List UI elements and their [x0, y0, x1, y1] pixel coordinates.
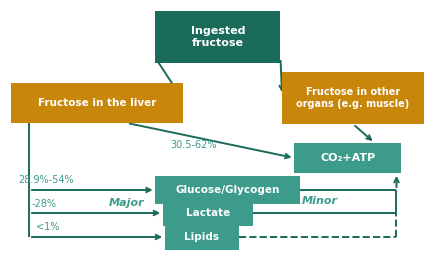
Text: Fructose in other
organs (e.g. muscle): Fructose in other organs (e.g. muscle) — [296, 87, 409, 109]
Text: 30.5-62%: 30.5-62% — [170, 140, 216, 150]
Text: Lipids: Lipids — [184, 232, 219, 242]
Text: Lactate: Lactate — [185, 208, 230, 218]
Text: Minor: Minor — [301, 196, 337, 206]
FancyBboxPatch shape — [11, 83, 183, 123]
FancyBboxPatch shape — [164, 225, 238, 250]
Text: Glucose/Glycogen: Glucose/Glycogen — [175, 185, 279, 195]
FancyBboxPatch shape — [155, 11, 280, 63]
Text: <1%: <1% — [36, 222, 59, 232]
Text: Major: Major — [108, 198, 144, 208]
Text: CO₂+ATP: CO₂+ATP — [319, 153, 375, 163]
FancyBboxPatch shape — [294, 143, 401, 173]
Text: Fructose in the liver: Fructose in the liver — [38, 98, 156, 108]
Text: -28%: -28% — [32, 199, 57, 209]
Text: 28.9%-54%: 28.9%-54% — [18, 175, 73, 185]
FancyBboxPatch shape — [163, 200, 253, 225]
Text: Ingested
fructose: Ingested fructose — [191, 26, 245, 48]
FancyBboxPatch shape — [281, 72, 423, 124]
FancyBboxPatch shape — [155, 176, 300, 204]
